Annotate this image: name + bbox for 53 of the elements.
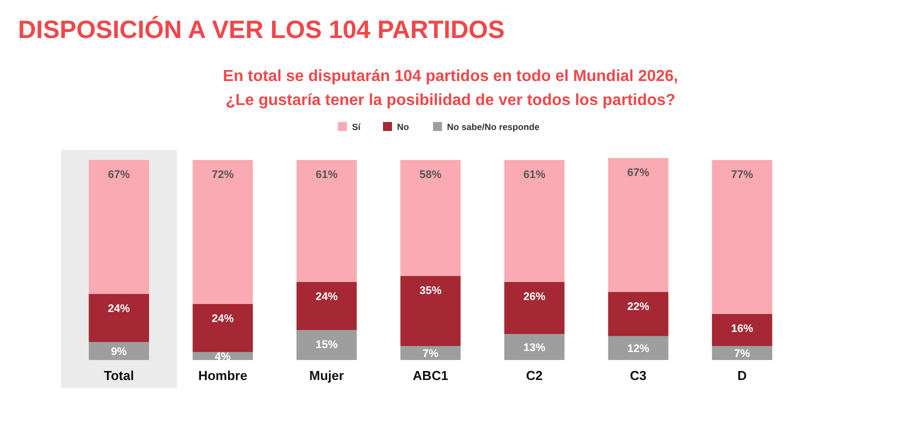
legend-label: Sí <box>352 122 362 132</box>
bar <box>504 160 564 282</box>
legend-label: No <box>397 122 410 132</box>
data-label: 12% <box>627 343 650 355</box>
data-label: 61% <box>316 169 338 181</box>
bar <box>192 304 253 352</box>
bar <box>608 336 668 360</box>
x-tick-label: Hombre <box>198 368 248 383</box>
data-label: 67% <box>108 169 130 181</box>
chart-title: DISPOSICIÓN A VER LOS 104 PARTIDOS <box>18 15 505 44</box>
x-tick-label: D <box>737 368 747 383</box>
bar <box>88 342 150 360</box>
bar <box>400 276 461 346</box>
data-label: 4% <box>214 351 231 363</box>
bar <box>712 314 772 346</box>
bar <box>608 158 668 292</box>
legend-label: No sabe/No responde <box>447 122 540 132</box>
data-label: 61% <box>523 169 546 181</box>
bar <box>504 334 564 360</box>
data-label: 67% <box>627 167 650 179</box>
data-label: 15% <box>316 339 338 351</box>
data-label: 16% <box>731 323 754 335</box>
bar <box>296 282 357 330</box>
data-label: 7% <box>734 348 750 360</box>
bar <box>400 160 461 276</box>
bar <box>504 282 564 334</box>
x-tick-label: Total <box>104 368 134 383</box>
data-label: 24% <box>316 291 338 303</box>
bar <box>88 160 150 294</box>
data-label: 77% <box>731 169 754 181</box>
bar <box>296 330 357 360</box>
bar <box>296 160 357 282</box>
bar <box>192 160 253 304</box>
x-tick-label: ABC1 <box>412 368 448 383</box>
bar <box>712 346 772 360</box>
chart-subtitle: En total se disputarán 104 partidos en todo el Mundial 2026, ¿Le gustaría tener la posibilidad de ver todos los partidos? <box>222 68 678 109</box>
data-label: 7% <box>422 348 439 360</box>
data-label: 35% <box>419 285 442 297</box>
data-label: 24% <box>108 303 130 315</box>
data-label: 13% <box>523 342 546 354</box>
x-tick-label: Mujer <box>309 368 344 383</box>
data-label: 58% <box>419 169 442 181</box>
data-label: 72% <box>212 169 234 181</box>
x-tick-label: C3 <box>630 368 647 383</box>
data-label: 24% <box>212 313 234 325</box>
data-label: 22% <box>627 301 650 313</box>
bar <box>88 294 150 342</box>
data-label: 9% <box>110 346 128 358</box>
bar <box>608 292 668 336</box>
x-tick-label: C2 <box>526 368 543 383</box>
bar <box>400 346 461 360</box>
bar <box>712 160 772 314</box>
data-label: 26% <box>523 291 546 303</box>
